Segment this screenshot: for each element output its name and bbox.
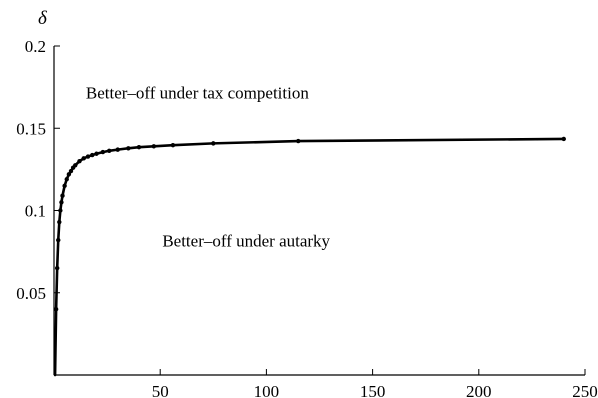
data-point — [296, 138, 301, 144]
y-tick-label: 0.2 — [25, 37, 46, 56]
data-point — [59, 200, 64, 205]
x-tick-label: 200 — [466, 382, 492, 398]
boundary-curve — [53, 137, 566, 377]
data-point — [211, 141, 216, 146]
data-point — [561, 136, 566, 142]
data-point — [136, 144, 142, 150]
y-tick-label: 0.15 — [16, 119, 46, 138]
data-point — [58, 208, 63, 213]
annotation-group: Better–off under tax competition Better–o… — [86, 84, 331, 251]
region-annotation: Better–off under autarky — [162, 232, 330, 251]
data-point — [100, 149, 106, 155]
data-point — [60, 193, 65, 198]
data-point — [57, 219, 62, 225]
data-point — [94, 151, 99, 156]
data-point — [107, 148, 112, 153]
x-tick-group: 50 100 150 200 250 — [152, 369, 598, 398]
y-tick-label: 0.1 — [25, 202, 46, 221]
x-tick-label: 100 — [254, 382, 280, 398]
data-point — [151, 144, 157, 149]
y-axis-label: δ — [38, 8, 48, 29]
data-point — [90, 152, 95, 158]
x-tick-label: 150 — [360, 382, 386, 398]
data-point — [85, 154, 91, 159]
data-point — [56, 237, 61, 243]
data-point — [54, 265, 60, 271]
plot-area: δ 50 100 150 200 250 0.05 0.1 0.15 0.2 Better–o… — [16, 8, 598, 398]
region-annotation: Better–off under tax competition — [86, 84, 309, 103]
data-point — [68, 168, 74, 174]
data-point — [64, 177, 69, 182]
x-tick-label: 50 — [152, 382, 169, 398]
data-point — [73, 163, 78, 168]
y-tick-label: 0.05 — [16, 284, 46, 303]
data-point — [62, 183, 67, 189]
data-point — [77, 158, 82, 164]
data-point — [53, 307, 59, 312]
data-point — [66, 172, 72, 177]
x-tick-label: 250 — [572, 382, 598, 398]
data-point — [115, 147, 120, 152]
data-point — [81, 156, 86, 161]
curve-points — [53, 136, 566, 312]
data-point — [170, 142, 176, 148]
y-tick-group: 0.05 0.1 0.15 0.2 — [16, 37, 60, 303]
data-point — [126, 146, 131, 151]
